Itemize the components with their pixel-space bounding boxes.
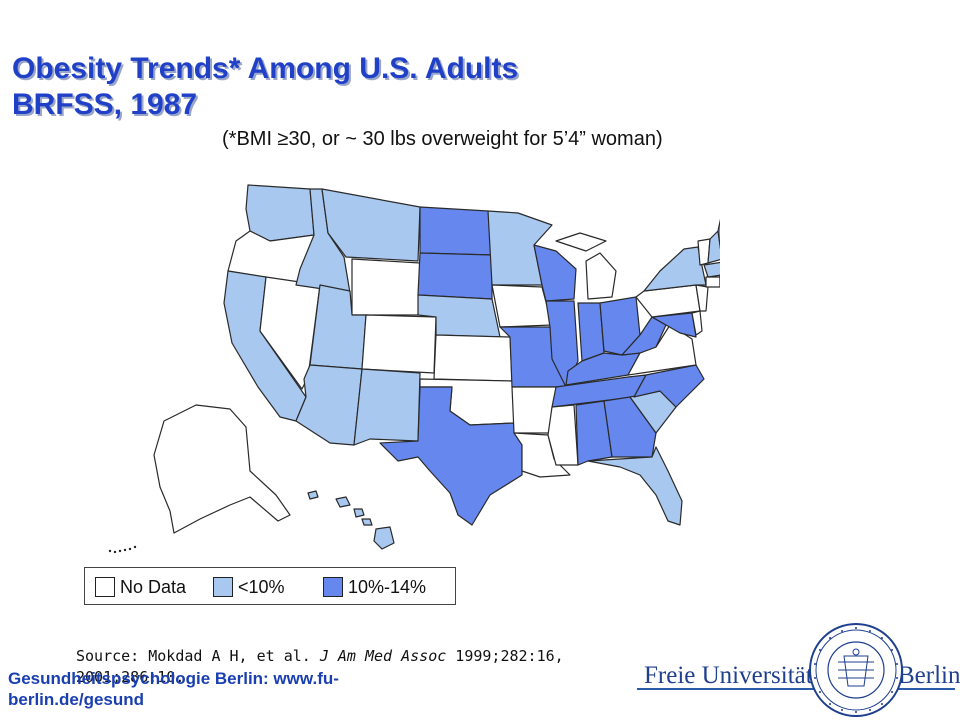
legend-item-lt10: <10% xyxy=(213,574,285,600)
legend-swatch xyxy=(323,577,343,597)
legend-item-10-14: 10%-14% xyxy=(323,574,426,600)
state-ME xyxy=(717,218,720,250)
slide-subtitle: (*BMI ≥30, or ~ 30 lbs overweight for 5’… xyxy=(222,128,663,150)
state-MA xyxy=(703,261,720,278)
state-KS xyxy=(433,334,513,382)
state-SD xyxy=(417,252,493,300)
legend-label: No Data xyxy=(120,576,187,597)
state-AK xyxy=(153,404,291,534)
state-MT xyxy=(321,188,421,262)
source-citation: Source: Mokdad A H, et al. J Am Med Asso… xyxy=(76,646,656,688)
footer-link-text: Gesundheitspsychologie Berlin: www.fu-be… xyxy=(8,669,339,709)
state-NM xyxy=(353,368,421,446)
legend-item-no-data: No Data xyxy=(95,574,186,600)
state-NC xyxy=(633,364,705,408)
state-IN xyxy=(577,302,605,362)
state-NH xyxy=(707,230,720,264)
legend-label: 10%-14% xyxy=(348,576,427,597)
legend-swatch xyxy=(213,577,233,597)
map-legend: No Data <10% 10%-14% xyxy=(84,567,456,605)
state-GA xyxy=(603,396,657,458)
state-HI xyxy=(307,490,395,550)
state-FL xyxy=(587,446,683,526)
logo-wordmark-city: Berlin xyxy=(898,662,960,689)
state-MD xyxy=(651,312,697,338)
state-ND xyxy=(419,206,493,256)
legend-label: <10% xyxy=(238,576,285,597)
state-CT xyxy=(705,276,720,288)
state-TX xyxy=(379,386,523,526)
us-obesity-map xyxy=(108,184,720,554)
state-NY xyxy=(643,246,707,292)
state-MS xyxy=(547,404,579,466)
slide-title-line2: BRFSS, 1987 xyxy=(12,88,198,121)
slide-title: Obesity Trends* Among U.S. Adults xyxy=(12,52,519,85)
source-suffix: 1999;282:16, 2001;286:10. xyxy=(76,647,564,686)
legend-swatch xyxy=(95,577,115,597)
state-MI xyxy=(555,232,617,300)
state-CO xyxy=(361,314,437,374)
aleutian-islands xyxy=(108,545,137,554)
source-prefix: Source: Mokdad A H, et al. xyxy=(76,647,320,665)
source-journal: J Am Med Assoc xyxy=(319,647,447,665)
state-WY xyxy=(351,258,421,316)
state-AL xyxy=(575,400,613,466)
state-AZ xyxy=(295,364,363,446)
state-WI xyxy=(533,244,577,302)
state-NJ xyxy=(695,284,709,312)
logo-divider xyxy=(637,688,955,690)
logo-wordmark: Freie Universität xyxy=(644,662,813,689)
fu-berlin-seal-icon xyxy=(809,623,903,717)
state-WA xyxy=(245,184,315,242)
